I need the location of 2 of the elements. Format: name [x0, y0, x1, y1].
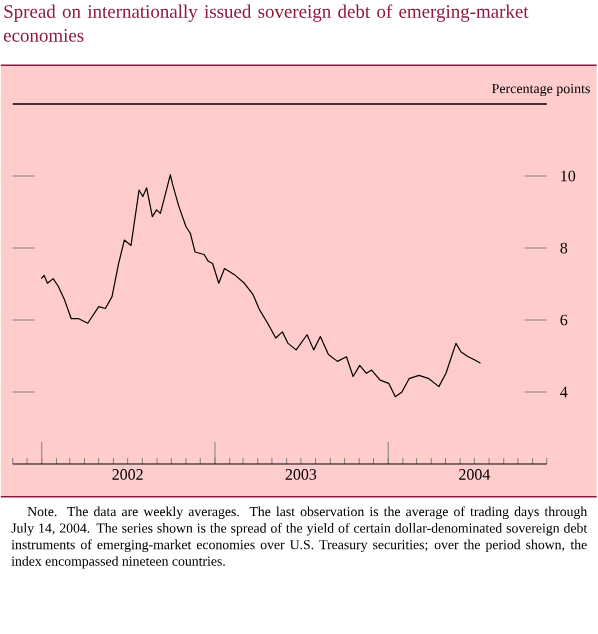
line-series [40, 173, 482, 398]
chart-title: Spread on internationally issued sovereign debt of emerging-market economies [4, 4, 529, 42]
